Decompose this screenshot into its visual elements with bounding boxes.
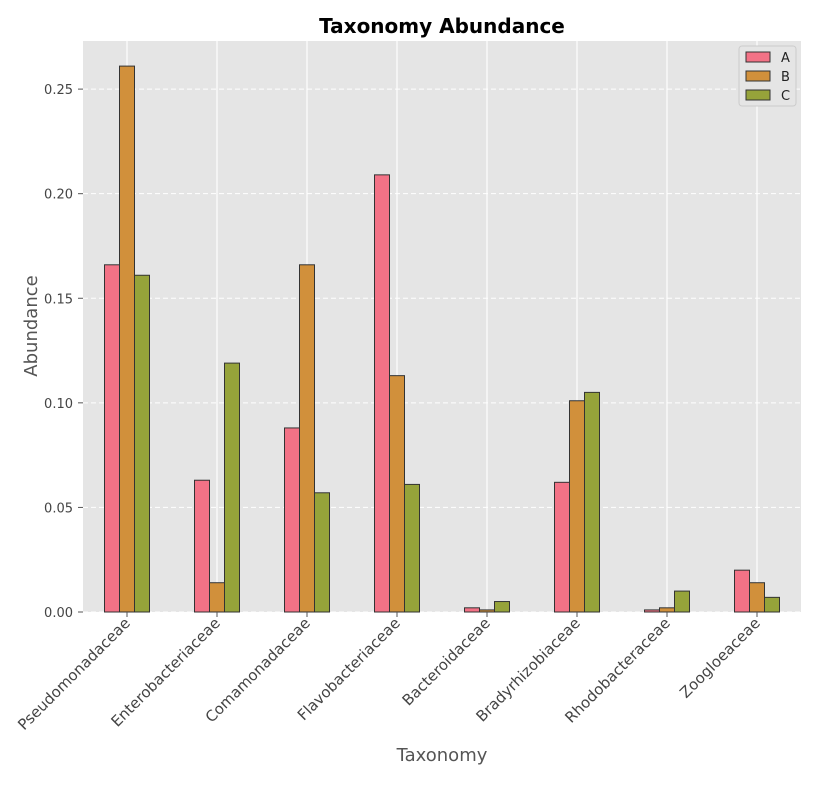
bar-c-pseudomonadaceae[interactable] <box>134 274 150 613</box>
y-tick-label: 0.20 <box>44 188 73 203</box>
bar-c-flavobacteriaceae[interactable] <box>404 483 420 613</box>
bar-a-comamonadaceae[interactable] <box>284 427 300 613</box>
bar-c-bradyrhizobiaceae[interactable] <box>584 391 600 613</box>
bar-b-flavobacteriaceae[interactable] <box>389 375 405 613</box>
legend-swatch-c <box>745 89 771 101</box>
bar-b-pseudomonadaceae[interactable] <box>119 65 135 613</box>
plot-background <box>83 41 801 612</box>
bar-b-bacteroidaceae[interactable] <box>479 609 495 613</box>
bar-c-bacteroidaceae[interactable] <box>494 601 510 613</box>
bar-a-flavobacteriaceae[interactable] <box>374 174 390 613</box>
x-tick-label: Bacteroidaceae <box>399 614 494 709</box>
y-tick-label: 0.25 <box>44 83 73 98</box>
bar-c-zoogloeaceae[interactable] <box>764 596 780 613</box>
legend[interactable]: ABC <box>738 45 797 107</box>
chart-title: Taxonomy Abundance <box>319 14 565 38</box>
legend-label-c: C <box>781 89 790 104</box>
bar-b-rhodobacteraceae[interactable] <box>659 607 675 613</box>
legend-label-b: B <box>781 70 790 85</box>
bar-b-enterobacteriaceae[interactable] <box>209 582 225 613</box>
bar-a-zoogloeaceae[interactable] <box>734 569 750 613</box>
y-tick-label: 0.00 <box>44 606 73 621</box>
y-axis-label: Abundance <box>21 275 42 376</box>
x-tick-label: Flavobacteriaceae <box>294 614 404 724</box>
bar-b-bradyrhizobiaceae[interactable] <box>569 400 585 613</box>
y-tick-label: 0.05 <box>44 501 73 516</box>
y-tick-label: 0.15 <box>44 292 73 307</box>
y-axis-ticks: 0.00 0.05 0.10 0.15 0.20 0.25 <box>44 83 83 621</box>
bar-b-comamonadaceae[interactable] <box>299 264 315 613</box>
x-axis-label: Taxonomy <box>396 745 488 766</box>
x-tick-label: Zoogloeaceae <box>676 614 764 702</box>
legend-swatch-a <box>745 51 771 63</box>
bar-a-enterobacteriaceae[interactable] <box>194 479 210 613</box>
bar-a-bacteroidaceae[interactable] <box>464 607 480 613</box>
bar-a-bradyrhizobiaceae[interactable] <box>554 481 570 613</box>
bar-c-rhodobacteraceae[interactable] <box>674 590 690 613</box>
legend-label-a: A <box>781 51 790 66</box>
bar-b-zoogloeaceae[interactable] <box>749 582 765 613</box>
legend-swatch-b <box>745 70 771 82</box>
bar-c-enterobacteriaceae[interactable] <box>224 362 240 613</box>
bars <box>104 65 780 613</box>
bar-a-rhodobacteraceae[interactable] <box>644 609 660 613</box>
y-tick-label: 0.10 <box>44 397 73 412</box>
bar-c-comamonadaceae[interactable] <box>314 492 330 613</box>
x-axis-ticks: PseudomonadaceaeEnterobacteriaceaeComamo… <box>14 612 764 734</box>
bar-a-pseudomonadaceae[interactable] <box>104 264 120 613</box>
